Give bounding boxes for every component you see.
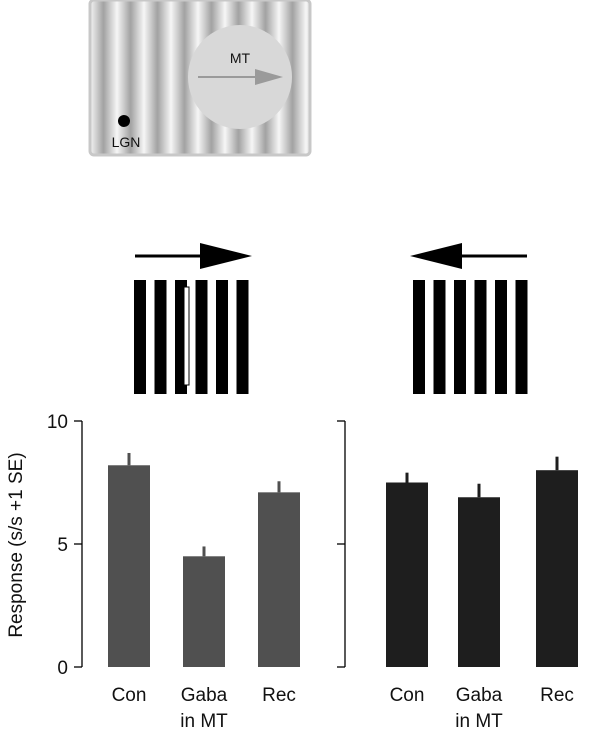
grating-bar bbox=[474, 280, 487, 394]
y-axis-title: Response (s/s +1 SE) bbox=[6, 452, 27, 637]
right-arrow-head bbox=[200, 243, 252, 269]
lgn-label: LGN bbox=[112, 134, 141, 150]
y-tick-label: 0 bbox=[57, 658, 68, 679]
category-label: Gaba bbox=[456, 685, 503, 706]
chart-panel-preferred: 0 5 10 Con Gaba in MT Rec bbox=[47, 412, 300, 732]
grating-bar bbox=[433, 280, 446, 394]
category-label: Gaba bbox=[181, 685, 228, 706]
bar-grating-right bbox=[413, 280, 528, 394]
chart-panel-null: Con Gaba in MT Rec bbox=[337, 420, 578, 732]
grating-bar bbox=[454, 280, 466, 394]
category-label: in MT bbox=[455, 711, 503, 732]
y-tick-label: 5 bbox=[57, 535, 68, 556]
mt-label: MT bbox=[230, 50, 251, 66]
category-label: in MT bbox=[180, 711, 228, 732]
bar-grating-left bbox=[134, 280, 249, 394]
grating-bar bbox=[236, 280, 249, 394]
grating-bar bbox=[216, 280, 228, 394]
grating-bar bbox=[515, 280, 528, 394]
right-direction-stimulus bbox=[410, 243, 528, 394]
grating-bar bbox=[495, 280, 507, 394]
y-tick-label: 10 bbox=[47, 412, 68, 433]
bar bbox=[458, 497, 500, 667]
bar bbox=[183, 556, 225, 667]
bar bbox=[536, 470, 578, 667]
stimulus-schematic: MT LGN bbox=[88, 0, 312, 157]
bar bbox=[258, 492, 300, 667]
left-direction-stimulus bbox=[134, 243, 252, 394]
category-label: Con bbox=[112, 685, 147, 706]
grating-bar bbox=[134, 280, 146, 394]
mt-arrow-head bbox=[255, 69, 283, 85]
lgn-dot bbox=[118, 115, 130, 127]
category-label: Rec bbox=[540, 685, 574, 706]
bar bbox=[386, 482, 428, 667]
grating-bar bbox=[154, 280, 167, 394]
category-label: Rec bbox=[262, 685, 296, 706]
category-label: Con bbox=[390, 685, 425, 706]
grating-slit bbox=[183, 286, 190, 386]
grating-bar bbox=[195, 280, 208, 394]
bar bbox=[108, 465, 150, 667]
left-arrow-head bbox=[410, 243, 462, 269]
grating-bar bbox=[413, 280, 425, 394]
